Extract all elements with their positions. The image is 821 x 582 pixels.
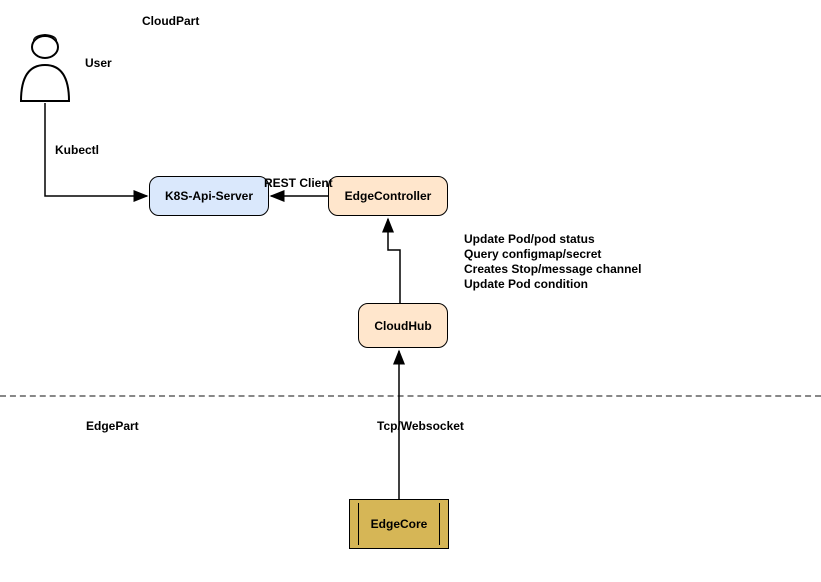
edgepart-label: EdgePart <box>86 419 139 433</box>
kubectl-label: Kubectl <box>55 143 99 157</box>
upstream-annotation: Update Pod/pod status Query configmap/se… <box>464 232 684 292</box>
tcp-websocket-label: Tcp/Websocket <box>377 419 464 433</box>
edge-cloudhub-to-edgecontroller <box>388 219 400 303</box>
rest-client-label: REST Client <box>264 176 333 190</box>
cloudhub-node: CloudHub <box>358 303 448 348</box>
edgecore-node: EdgeCore <box>349 499 449 549</box>
cloudpart-label: CloudPart <box>142 14 199 28</box>
cloudhub-label: CloudHub <box>374 319 431 333</box>
edgecontroller-node: EdgeController <box>328 176 448 216</box>
user-actor-icon <box>15 33 75 103</box>
cloud-edge-divider <box>0 395 821 397</box>
k8s-api-server-node: K8S-Api-Server <box>149 176 269 216</box>
edgecore-label: EdgeCore <box>371 517 428 531</box>
k8s-api-server-label: K8S-Api-Server <box>165 189 253 203</box>
edgecontroller-label: EdgeController <box>345 189 432 203</box>
diagram-canvas: CloudPart EdgePart User K8S-Api-Server E… <box>0 0 821 582</box>
arrows-layer <box>0 0 821 582</box>
user-label: User <box>85 56 112 70</box>
